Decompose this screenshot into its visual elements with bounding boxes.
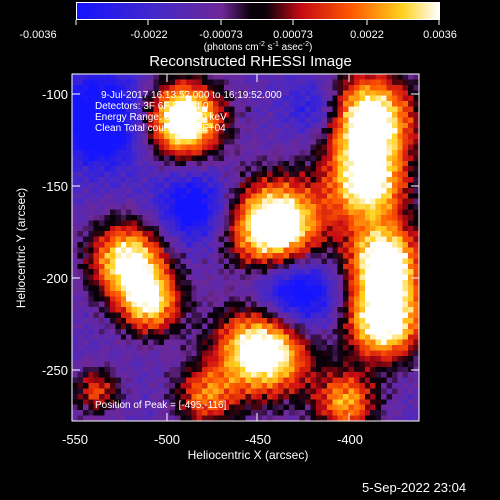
x-tick-label: -400	[337, 432, 363, 447]
colorbar-unit-label: (photons cm-2 s-1 asec-2)	[204, 41, 313, 53]
colorbar-tick-label: 0.0036	[423, 29, 457, 41]
colorbar-axis: -0.0036 -0.0022 -0.00073 0.00073 0.0022 …	[19, 20, 457, 53]
plot-title: Reconstructed RHESSI Image	[149, 53, 352, 70]
y-tick-label: -250	[42, 363, 68, 378]
plot-frame	[71, 73, 420, 422]
annotation-peak: Position of Peak = [-495,-116]	[95, 400, 227, 411]
x-tick-label: -500	[154, 432, 180, 447]
x-tick-label: -550	[62, 432, 88, 447]
colorbar	[76, 2, 440, 22]
y-axis-label: Heliocentric Y (arcsec)	[14, 188, 28, 308]
colorbar-gradient	[76, 2, 440, 20]
colorbar-tick-label: 0.0022	[350, 29, 384, 41]
annotation-detectors: Detectors: 3F 6F 8F, Att 0	[95, 101, 209, 112]
annotation-energy: Energy Range: 6.0 - 25.0 keV	[95, 112, 227, 123]
annotation-time-range: 9-Jul-2017 16:13:52.000 to 16:19:52.000	[101, 90, 282, 101]
x-ticks	[71, 74, 350, 421]
annotation-clean: Clean Total counts: 1.32E+04	[95, 123, 226, 134]
y-tick-label: -200	[42, 271, 68, 286]
colorbar-tick-label: 0.00073	[273, 29, 313, 41]
y-tick-label: -150	[42, 179, 68, 194]
rhessi-image	[72, 74, 419, 421]
x-axis-label: Heliocentric X (arcsec)	[188, 448, 309, 462]
x-tick-label: -450	[245, 432, 271, 447]
colorbar-tick-label: -0.00073	[199, 29, 242, 41]
colorbar-tick-label: -0.0022	[130, 29, 167, 41]
y-ticks	[72, 93, 419, 371]
colorbar-tick-label: -0.0036	[19, 29, 56, 41]
footer-date: 5-Sep-2022 23:04	[362, 480, 467, 495]
rhessi-image-raster	[72, 74, 419, 421]
y-tick-label: -100	[42, 87, 68, 102]
